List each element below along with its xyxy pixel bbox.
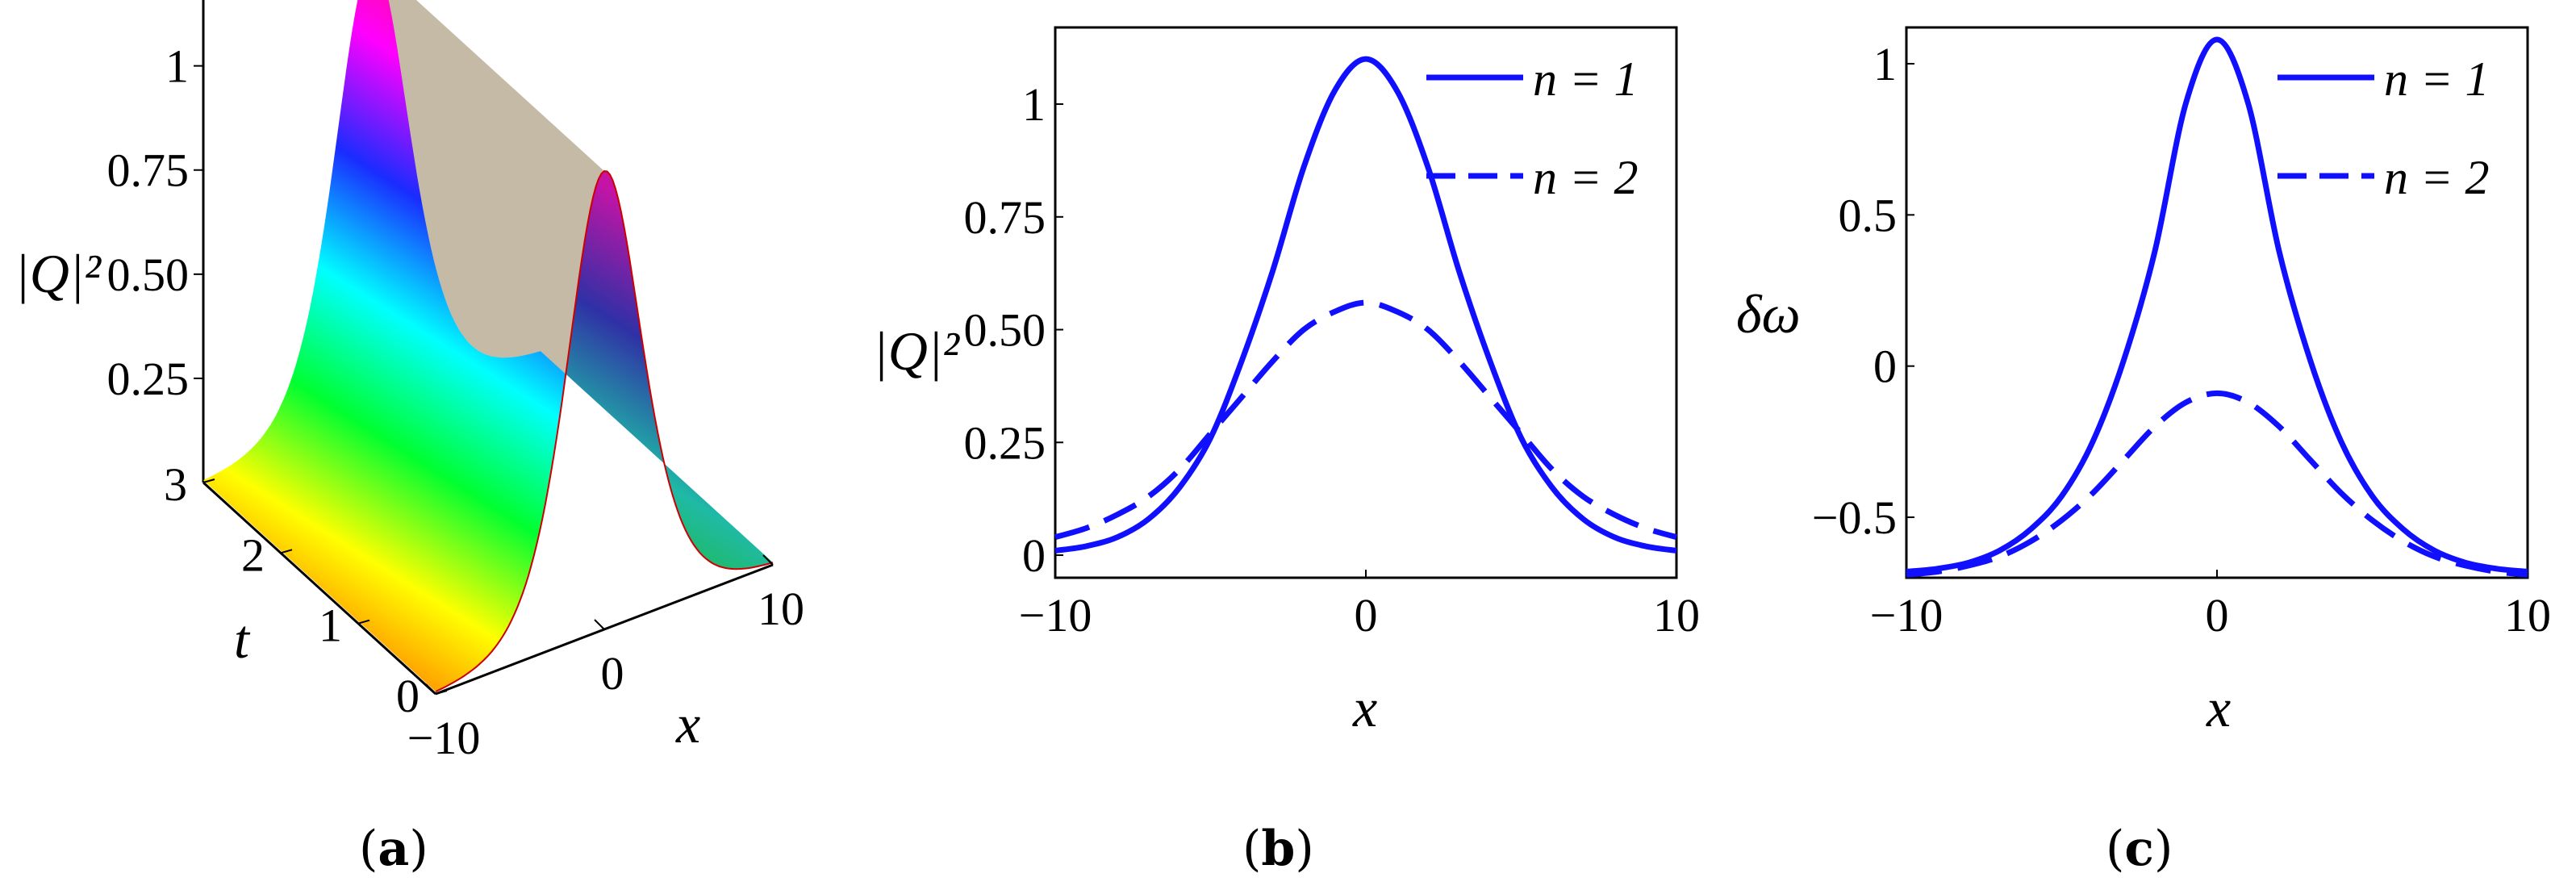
series-c (1906, 36, 2528, 578)
plot-frame-c (1905, 26, 2529, 579)
y-tick-label: 0.50 (964, 304, 1046, 357)
legend-label: n = 2 (1533, 151, 1639, 204)
t-tick-mark (202, 478, 215, 483)
surface-body (203, 0, 773, 692)
line-chart-c: −10 0 10 −0.5 0 0.5 1 n = 1 n = 2 δω x (c) (1736, 26, 2551, 877)
y-tick-label: 0.75 (964, 191, 1046, 244)
x-tick-label: 0 (2206, 589, 2229, 641)
series-line-n1 (1906, 36, 2528, 575)
t-axis-line (202, 481, 437, 696)
y-axis-label-b: |Q|² (873, 320, 960, 382)
z-tick-label: 0.75 (107, 144, 190, 197)
x-tick-label: 10 (1653, 589, 1700, 641)
x-tick-label: 0 (1355, 589, 1378, 641)
y-axis-label-c: δω (1736, 283, 1801, 345)
x-tick-mark (425, 683, 436, 695)
y-tick-label: 1 (1873, 38, 1897, 90)
legend-label: n = 1 (2384, 52, 2490, 106)
z-tick-label: 0.50 (107, 249, 190, 301)
caption-a-letter: a (378, 821, 409, 877)
surface-front-edge (435, 169, 774, 692)
x-tick-label: −10 (1870, 589, 1943, 641)
legend-c: n = 1 n = 2 (2277, 52, 2490, 204)
caption-a: (a) (359, 821, 428, 877)
series-line-n2 (1054, 299, 1677, 541)
z-tick-label: 1 (165, 40, 189, 93)
legend-label: n = 1 (1533, 52, 1639, 106)
x-tick-mark (594, 619, 605, 630)
x-tick-label: −10 (1019, 589, 1092, 641)
surface-x-label: x (675, 693, 700, 754)
series-b (1054, 56, 1677, 554)
series-line-n1 (1054, 56, 1677, 554)
surface-t-label: t (234, 608, 251, 670)
x-axis-label-c: x (2206, 677, 2231, 738)
y-tick-label: 0 (1022, 529, 1046, 582)
surface-shade (388, 0, 773, 570)
y-tick-label: 0.25 (964, 416, 1046, 469)
caption-c: (c) (2106, 821, 2173, 877)
x-tick-label: 10 (758, 583, 804, 635)
t-tick-mark (435, 690, 448, 695)
caption-b: (b) (1242, 821, 1314, 877)
y-tick-label: −0.5 (1812, 491, 1897, 544)
x-tick-mark (762, 554, 774, 566)
caption-c-letter: c (2124, 821, 2154, 877)
t-tick-mark (280, 549, 293, 554)
t-tick-label: 1 (319, 600, 342, 652)
x-axis-label-b: x (1352, 677, 1377, 738)
t-tick-label: 3 (164, 458, 187, 511)
y-tick-label: 0 (1873, 341, 1897, 393)
series-line-n2 (1906, 390, 2528, 578)
x-tick-label: −10 (407, 712, 481, 764)
surface-axes (202, 0, 437, 696)
x-tick-label: 0 (601, 647, 624, 700)
x-tick-label: 10 (2504, 589, 2551, 641)
surface-z-label: |Q|² (15, 243, 102, 304)
surface-mesh (203, 0, 774, 692)
t-tick-mark (357, 619, 370, 625)
legend-b: n = 1 n = 2 (1426, 52, 1639, 204)
y-tick-label: 1 (1022, 78, 1046, 131)
line-chart-b: −10 0 10 0 0.25 0.50 0.75 1 n = 1 n = 2 |Q|² x (… (873, 26, 1701, 877)
y-tick-label: 0.5 (1839, 189, 1898, 241)
t-tick-label: 2 (241, 529, 265, 581)
t-tick-label: 0 (396, 670, 420, 722)
tick-labels-b: −10 0 10 0 0.25 0.50 0.75 1 (964, 78, 1701, 641)
caption-b-letter: b (1261, 821, 1295, 877)
z-tick-label: 0.25 (107, 353, 190, 405)
tick-labels-c: −10 0 10 −0.5 0 0.5 1 (1812, 38, 2551, 641)
legend-label: n = 2 (2384, 151, 2490, 204)
